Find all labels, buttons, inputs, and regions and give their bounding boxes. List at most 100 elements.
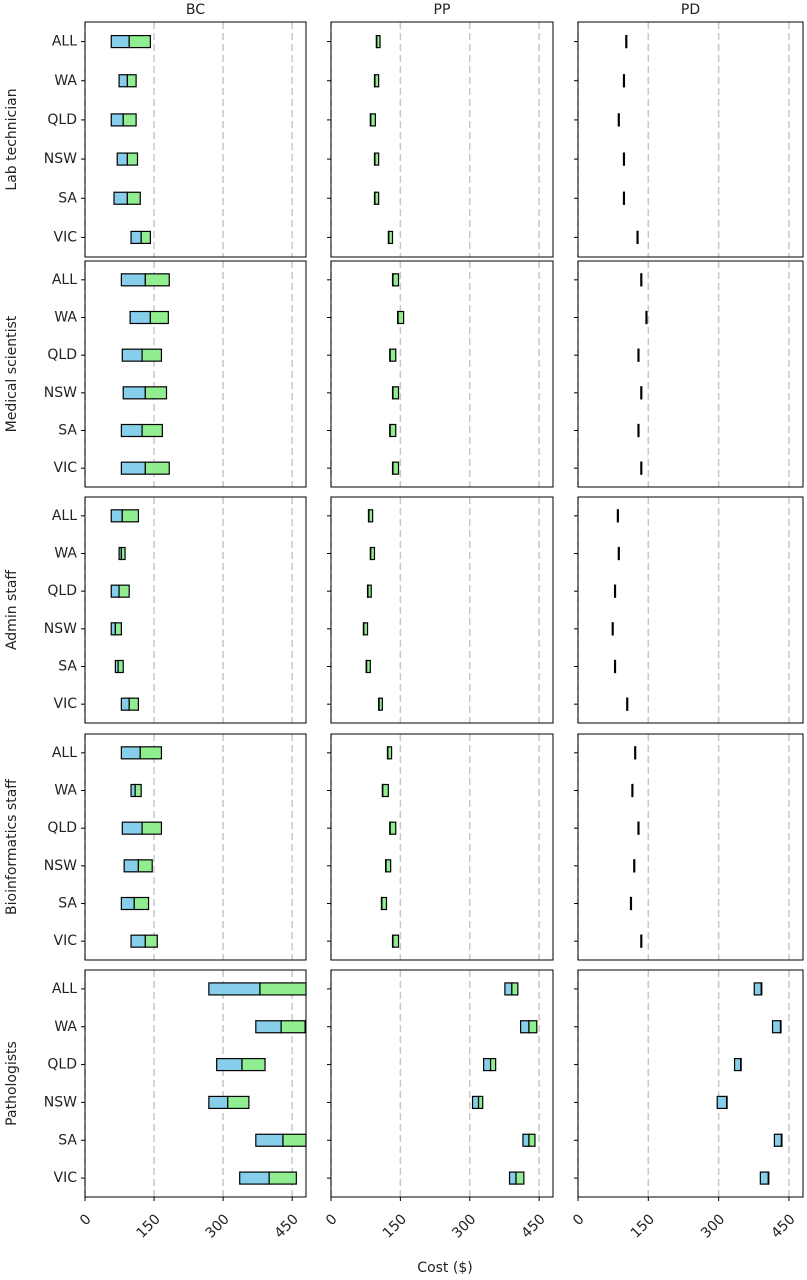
y-tick-label: VIC bbox=[54, 460, 78, 476]
low-segment bbox=[504, 982, 513, 996]
low-segment bbox=[520, 1020, 530, 1034]
low-segment bbox=[116, 152, 128, 166]
high-segment bbox=[259, 982, 307, 996]
high-segment bbox=[389, 348, 397, 362]
x-tick-label: 150 bbox=[628, 1211, 658, 1241]
high-segment bbox=[381, 896, 388, 911]
high-segment bbox=[144, 273, 170, 287]
low-segment bbox=[110, 509, 123, 523]
high-segment bbox=[477, 1095, 484, 1110]
high-segment bbox=[367, 584, 372, 598]
high-segment bbox=[637, 423, 640, 438]
x-tick-label: 150 bbox=[380, 1211, 410, 1241]
y-tick-label: NSW bbox=[44, 858, 77, 874]
low-segment bbox=[120, 461, 146, 475]
high-segment bbox=[140, 230, 151, 245]
high-segment bbox=[149, 310, 169, 325]
high-segment bbox=[528, 1020, 538, 1034]
y-tick-label: SA bbox=[58, 190, 77, 206]
low-segment bbox=[522, 1133, 530, 1147]
column-title: PP bbox=[434, 2, 451, 18]
high-segment bbox=[122, 113, 137, 127]
high-segment bbox=[241, 1057, 266, 1072]
y-tick-label: SA bbox=[58, 659, 77, 675]
row-label: Pathologists bbox=[4, 1041, 20, 1126]
high-segment bbox=[625, 34, 628, 49]
low-segment bbox=[771, 1020, 782, 1034]
low-segment bbox=[110, 584, 120, 598]
panel-frame bbox=[577, 969, 804, 1198]
high-segment bbox=[633, 859, 636, 873]
high-segment bbox=[385, 859, 392, 873]
high-segment bbox=[126, 191, 141, 205]
high-segment bbox=[387, 746, 393, 760]
high-segment bbox=[388, 230, 394, 245]
high-segment bbox=[389, 423, 397, 438]
high-segment bbox=[126, 152, 139, 166]
high-segment bbox=[121, 509, 140, 523]
y-tick-label: SA bbox=[58, 896, 77, 912]
high-segment bbox=[634, 746, 637, 760]
y-tick-label: NSW bbox=[44, 385, 77, 401]
x-tick-label: 450 bbox=[519, 1211, 549, 1241]
y-tick-label: ALL bbox=[52, 508, 77, 524]
high-segment bbox=[137, 859, 153, 873]
high-segment bbox=[392, 386, 400, 400]
high-segment bbox=[374, 191, 380, 205]
y-tick-label: ALL bbox=[52, 272, 77, 288]
high-segment bbox=[614, 584, 617, 598]
high-segment bbox=[128, 34, 151, 49]
low-segment bbox=[716, 1095, 728, 1110]
high-segment bbox=[780, 1133, 783, 1147]
high-segment bbox=[631, 783, 634, 798]
high-segment bbox=[640, 273, 643, 287]
panel-frame bbox=[84, 21, 307, 258]
y-tick-label: WA bbox=[54, 1019, 77, 1035]
low-segment bbox=[121, 348, 143, 362]
high-segment bbox=[268, 1171, 297, 1185]
row-label: Medical scientist bbox=[4, 315, 20, 432]
y-tick-label: QLD bbox=[47, 820, 77, 836]
panel-frame bbox=[577, 733, 804, 961]
x-axis-label: Cost ($) bbox=[417, 1260, 472, 1276]
high-segment bbox=[366, 659, 371, 674]
high-segment bbox=[141, 821, 163, 835]
low-segment bbox=[121, 821, 143, 835]
high-segment bbox=[740, 1057, 742, 1072]
high-segment bbox=[392, 461, 400, 475]
high-segment bbox=[725, 1095, 728, 1110]
high-segment bbox=[637, 821, 640, 835]
high-segment bbox=[114, 622, 122, 636]
high-segment bbox=[528, 1133, 536, 1147]
panel-frame bbox=[577, 21, 804, 258]
panel-frame bbox=[330, 260, 554, 488]
row-label: Bioinformatics staff bbox=[4, 779, 20, 915]
high-segment bbox=[612, 622, 614, 636]
high-segment bbox=[363, 622, 369, 636]
low-segment bbox=[122, 386, 146, 400]
panel-frame bbox=[84, 260, 307, 488]
x-tick-label: 450 bbox=[768, 1211, 798, 1241]
y-tick-label: QLD bbox=[47, 1057, 77, 1073]
low-segment bbox=[110, 622, 116, 636]
high-segment bbox=[134, 783, 142, 798]
high-segment bbox=[760, 982, 763, 996]
high-segment bbox=[623, 191, 626, 205]
panel-frame bbox=[84, 496, 307, 724]
high-segment bbox=[640, 934, 643, 948]
low-segment bbox=[120, 697, 130, 711]
low-segment bbox=[208, 982, 261, 996]
low-segment bbox=[129, 310, 151, 325]
panel-frame bbox=[330, 733, 554, 961]
y-tick-label: SA bbox=[58, 1132, 77, 1148]
y-tick-label: VIC bbox=[54, 1170, 78, 1186]
high-segment bbox=[779, 1020, 782, 1034]
high-segment bbox=[636, 230, 639, 245]
y-tick-label: ALL bbox=[52, 745, 77, 761]
high-segment bbox=[378, 697, 383, 711]
high-segment bbox=[623, 74, 626, 88]
low-segment bbox=[216, 1057, 243, 1072]
high-segment bbox=[382, 783, 389, 798]
high-segment bbox=[617, 509, 619, 523]
